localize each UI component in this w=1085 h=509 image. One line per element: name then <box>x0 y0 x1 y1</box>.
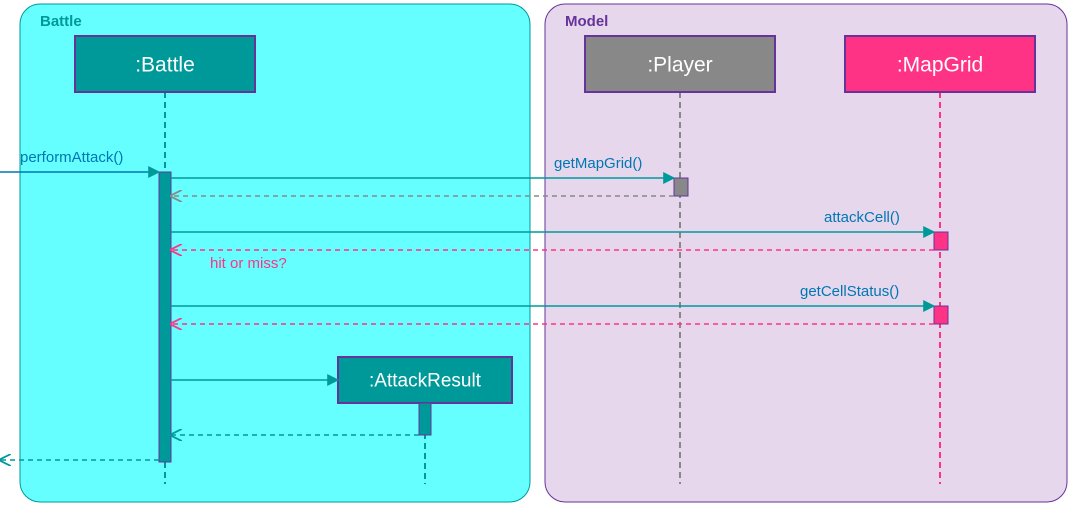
sequence-diagram: Battle Model :Battle :Player :MapGrid :Attack… <box>0 0 1085 509</box>
mapgrid-activation-0 <box>934 232 948 250</box>
mapgrid-label: :MapGrid <box>897 53 983 76</box>
mapgrid-activation-1 <box>934 306 948 324</box>
attackresult-activation-0 <box>419 403 431 435</box>
attackCell-label: attackCell() <box>824 209 900 226</box>
performAttack-label: performAttack() <box>20 149 123 166</box>
getCellStatus-label: getCellStatus() <box>800 283 899 300</box>
battle-activation-0 <box>159 172 171 462</box>
getMapGrid-label: getMapGrid() <box>554 155 642 172</box>
model-group-label: Model <box>565 13 608 30</box>
attackCell-return-label: hit or miss? <box>210 255 287 272</box>
player-activation-0 <box>674 178 688 196</box>
attackresult-label: :AttackResult <box>369 371 482 392</box>
battle-group-label: Battle <box>40 13 82 30</box>
battle-label: :Battle <box>135 53 195 76</box>
player-label: :Player <box>647 53 712 76</box>
